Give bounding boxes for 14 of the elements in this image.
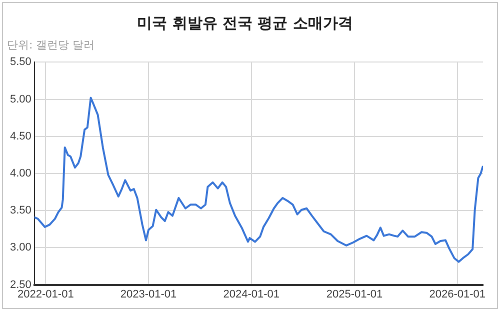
- y-tick-label: 4.50: [10, 130, 32, 142]
- x-tick-label: 2025-01-01: [326, 288, 383, 300]
- y-tick-label: 5.50: [10, 56, 32, 68]
- chart-subtitle: 단위: 갤런당 달러: [7, 38, 95, 52]
- y-tick-label: 3.50: [10, 204, 32, 217]
- y-tick-label: 2.50: [10, 278, 32, 291]
- x-tick-label: 2022-01-01: [18, 288, 74, 300]
- x-tick-label: 2026-01-01: [429, 288, 486, 300]
- y-tick-label: 3.00: [10, 242, 32, 254]
- chart-title: 미국 휘발유 전국 평균 소매가격: [137, 14, 353, 32]
- x-tick-label: 2023-01-01: [120, 288, 177, 300]
- y-tick-label: 5.00: [10, 93, 32, 106]
- y-tick-label: 4.00: [10, 168, 32, 180]
- x-tick-label: 2024-01-01: [223, 288, 280, 300]
